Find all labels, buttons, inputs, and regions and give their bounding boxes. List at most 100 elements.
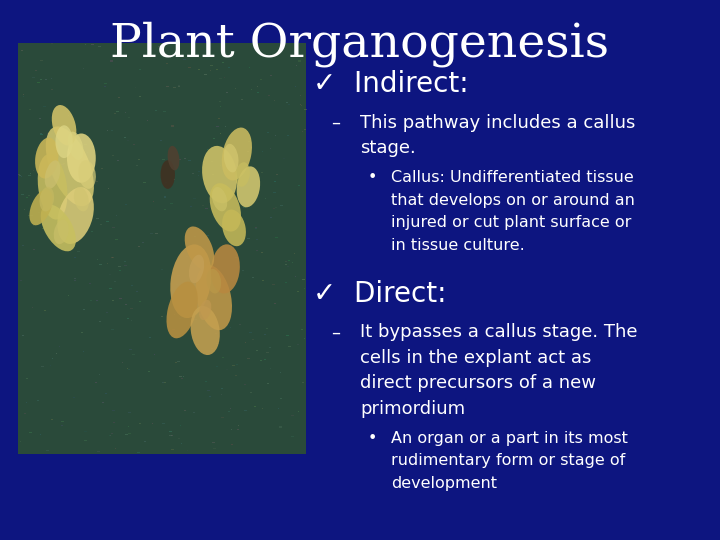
Bar: [84, 144, 86, 145]
Bar: [125, 265, 127, 266]
Bar: [128, 412, 130, 413]
Bar: [250, 392, 252, 393]
Bar: [178, 309, 179, 310]
Bar: [43, 106, 46, 107]
Bar: [114, 113, 117, 114]
Bar: [269, 347, 271, 348]
Bar: [251, 89, 252, 90]
Bar: [150, 434, 152, 435]
Bar: [81, 332, 84, 333]
Bar: [44, 291, 46, 292]
Ellipse shape: [55, 125, 73, 158]
Bar: [136, 291, 138, 292]
Bar: [266, 353, 269, 354]
Bar: [150, 233, 153, 234]
Bar: [294, 322, 295, 323]
Bar: [216, 126, 219, 127]
Text: direct precursors of a new: direct precursors of a new: [360, 374, 596, 392]
Bar: [179, 159, 181, 160]
Bar: [185, 402, 187, 403]
Bar: [222, 62, 224, 63]
Bar: [256, 239, 258, 240]
Bar: [256, 249, 258, 251]
Ellipse shape: [168, 146, 179, 171]
Bar: [274, 192, 276, 193]
Bar: [282, 116, 284, 117]
Bar: [101, 168, 103, 169]
Bar: [107, 221, 109, 222]
Bar: [209, 396, 210, 397]
Ellipse shape: [46, 126, 94, 206]
Bar: [95, 382, 96, 383]
Bar: [269, 148, 271, 149]
Ellipse shape: [52, 105, 76, 146]
Text: stage.: stage.: [360, 139, 415, 157]
Bar: [283, 158, 285, 159]
Bar: [66, 193, 68, 194]
Bar: [199, 314, 202, 315]
Bar: [84, 440, 86, 441]
Bar: [179, 318, 181, 319]
Bar: [173, 179, 175, 180]
Bar: [261, 252, 264, 253]
Bar: [107, 263, 109, 264]
Bar: [171, 203, 173, 204]
Bar: [51, 89, 53, 90]
Ellipse shape: [35, 138, 58, 179]
Bar: [109, 288, 112, 289]
Bar: [40, 118, 41, 119]
Bar: [55, 353, 57, 354]
Bar: [228, 59, 230, 60]
Bar: [248, 141, 251, 142]
Bar: [89, 300, 91, 301]
Bar: [61, 425, 63, 426]
Bar: [118, 266, 121, 267]
Bar: [43, 169, 45, 170]
Ellipse shape: [210, 183, 241, 232]
Bar: [274, 181, 276, 182]
Bar: [193, 49, 196, 50]
Bar: [104, 83, 107, 84]
Bar: [228, 411, 230, 413]
Bar: [235, 257, 237, 258]
Bar: [274, 303, 276, 304]
Bar: [273, 208, 275, 209]
Bar: [119, 270, 121, 271]
Bar: [266, 132, 269, 133]
Bar: [297, 291, 299, 292]
Bar: [96, 181, 98, 182]
Bar: [52, 185, 54, 186]
Text: rudimentary form or stage of: rudimentary form or stage of: [391, 453, 625, 468]
Bar: [207, 301, 210, 302]
Bar: [156, 233, 158, 234]
Bar: [233, 237, 234, 238]
Bar: [266, 383, 269, 384]
Bar: [242, 270, 244, 271]
Ellipse shape: [235, 162, 250, 187]
Bar: [217, 69, 218, 70]
Bar: [161, 269, 163, 270]
Bar: [73, 397, 75, 398]
Bar: [172, 329, 175, 330]
Bar: [204, 381, 207, 382]
Bar: [171, 435, 173, 436]
Bar: [22, 245, 24, 246]
Bar: [99, 46, 102, 47]
Bar: [287, 134, 289, 136]
Bar: [61, 164, 64, 165]
Bar: [211, 348, 213, 349]
Bar: [127, 426, 130, 427]
Ellipse shape: [45, 160, 60, 188]
Bar: [117, 111, 119, 112]
Text: ✓  Indirect:: ✓ Indirect:: [313, 70, 469, 98]
Bar: [81, 236, 83, 237]
Bar: [198, 171, 200, 172]
Bar: [207, 234, 210, 235]
Bar: [99, 321, 101, 322]
Bar: [225, 126, 226, 127]
Bar: [239, 324, 241, 325]
Bar: [106, 312, 107, 313]
Bar: [178, 438, 180, 439]
Bar: [226, 369, 228, 370]
Bar: [264, 334, 266, 335]
